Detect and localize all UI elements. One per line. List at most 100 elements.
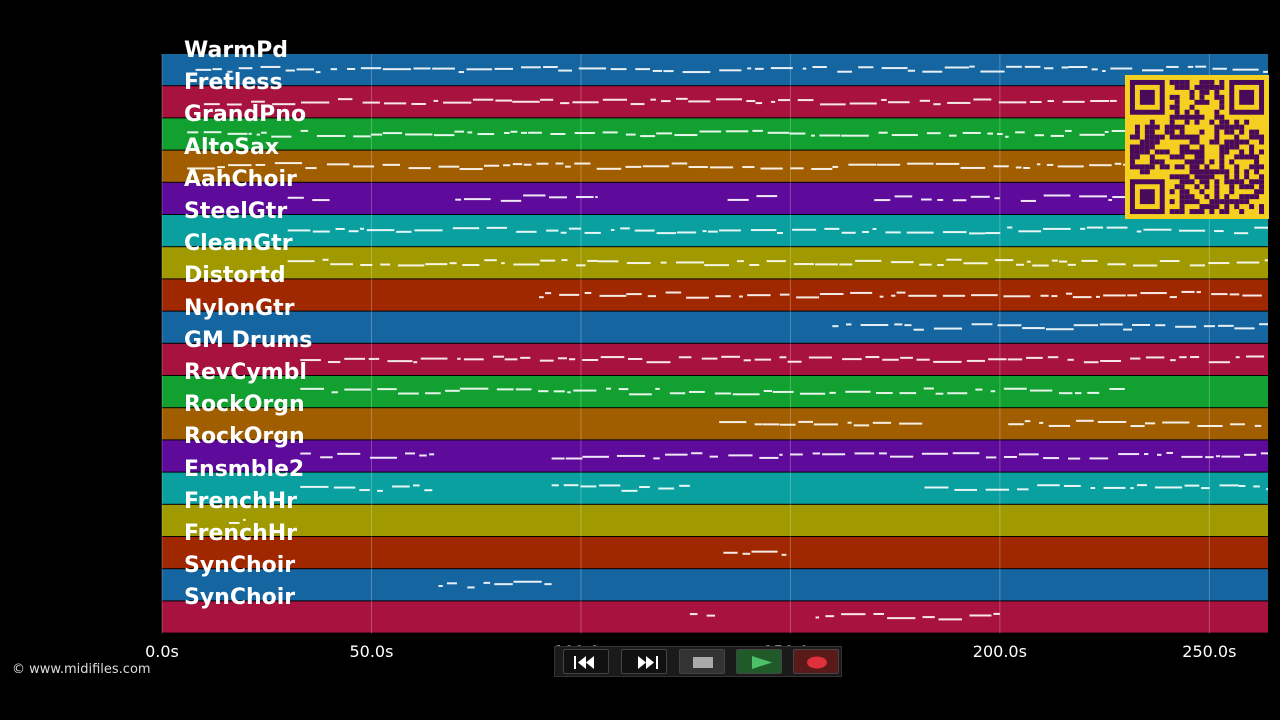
play-button[interactable] xyxy=(736,649,782,674)
note-event xyxy=(855,259,882,262)
note-event xyxy=(665,453,688,456)
note-event xyxy=(872,228,877,231)
note-event xyxy=(551,457,565,460)
note-event xyxy=(1068,457,1081,460)
note-event xyxy=(763,389,772,392)
note-event xyxy=(921,198,932,201)
note-event xyxy=(853,424,870,427)
note-event xyxy=(995,259,1014,262)
note-event xyxy=(515,388,532,391)
note-event xyxy=(878,131,888,134)
note-event xyxy=(587,259,598,262)
note-event xyxy=(919,99,930,102)
note-event xyxy=(1103,294,1126,297)
note-event xyxy=(1029,389,1053,392)
note-event xyxy=(1095,295,1100,298)
note-event xyxy=(634,229,655,232)
play-icon xyxy=(752,656,772,669)
note-event xyxy=(1007,226,1013,229)
note-event xyxy=(1103,486,1126,489)
note-event xyxy=(1039,421,1044,424)
note-event xyxy=(933,103,941,106)
note-event xyxy=(837,70,853,73)
note-event xyxy=(312,199,330,202)
note-event xyxy=(555,162,564,165)
note-event xyxy=(1076,419,1094,422)
note-event xyxy=(887,617,916,620)
note-event xyxy=(907,162,934,165)
rewind-button[interactable] xyxy=(563,649,609,674)
note-event xyxy=(942,294,966,297)
note-event xyxy=(686,296,709,299)
note-event xyxy=(1008,423,1024,426)
note-event xyxy=(1236,261,1260,264)
note-event xyxy=(948,134,957,137)
stop-button[interactable] xyxy=(679,649,725,674)
note-event xyxy=(1143,228,1172,231)
note-event xyxy=(599,484,621,487)
record-button[interactable] xyxy=(793,649,839,674)
note-event xyxy=(287,260,315,263)
track-label: Ensmble2 xyxy=(184,456,305,482)
note-event xyxy=(419,454,427,457)
note-event xyxy=(366,229,395,232)
note-event xyxy=(353,165,375,168)
track-label: Distortd xyxy=(184,263,286,289)
note-event xyxy=(551,484,559,487)
track-lane xyxy=(162,601,1268,633)
note-event xyxy=(1081,259,1098,262)
note-event xyxy=(787,360,802,363)
note-event xyxy=(382,132,403,135)
note-event xyxy=(677,231,697,234)
note-event xyxy=(301,101,330,104)
note-event xyxy=(610,228,615,231)
note-event xyxy=(779,293,790,296)
note-event xyxy=(998,101,1027,104)
note-event xyxy=(568,358,576,361)
note-event xyxy=(752,129,763,132)
note-event xyxy=(1259,323,1268,326)
note-event xyxy=(620,227,630,230)
note-event xyxy=(574,132,595,135)
note-event xyxy=(458,71,464,74)
note-event xyxy=(779,356,787,359)
note-event xyxy=(1130,425,1145,428)
note-event xyxy=(503,164,511,167)
note-event xyxy=(881,67,908,70)
note-event xyxy=(946,258,962,261)
note-event xyxy=(1016,263,1024,266)
note-event xyxy=(333,486,356,489)
note-event xyxy=(1083,361,1099,364)
note-event xyxy=(443,101,472,104)
note-event xyxy=(578,67,607,70)
note-event xyxy=(1254,226,1268,229)
note-event xyxy=(1059,260,1068,263)
note-event xyxy=(359,489,370,492)
note-event xyxy=(1067,358,1074,361)
note-event xyxy=(300,359,321,362)
note-event xyxy=(1235,356,1240,359)
note-event xyxy=(1086,226,1104,229)
note-event xyxy=(732,393,760,396)
note-event xyxy=(272,103,296,106)
note-event xyxy=(707,230,718,233)
track-label: AahChoir xyxy=(184,166,297,192)
note-event xyxy=(261,131,267,134)
note-event xyxy=(1166,65,1179,68)
note-event xyxy=(1006,65,1022,68)
note-event xyxy=(322,258,329,261)
track-lane xyxy=(162,376,1268,408)
note-event xyxy=(546,229,559,232)
note-event xyxy=(486,226,507,229)
note-event xyxy=(688,100,711,103)
note-event xyxy=(348,230,359,233)
note-event xyxy=(368,357,375,360)
note-event xyxy=(743,359,751,362)
note-event xyxy=(739,295,743,298)
fast-forward-button[interactable] xyxy=(621,649,667,674)
note-event xyxy=(1043,194,1071,197)
note-event xyxy=(520,356,531,359)
note-event xyxy=(500,199,522,202)
note-event xyxy=(742,166,755,169)
note-event xyxy=(382,163,401,166)
